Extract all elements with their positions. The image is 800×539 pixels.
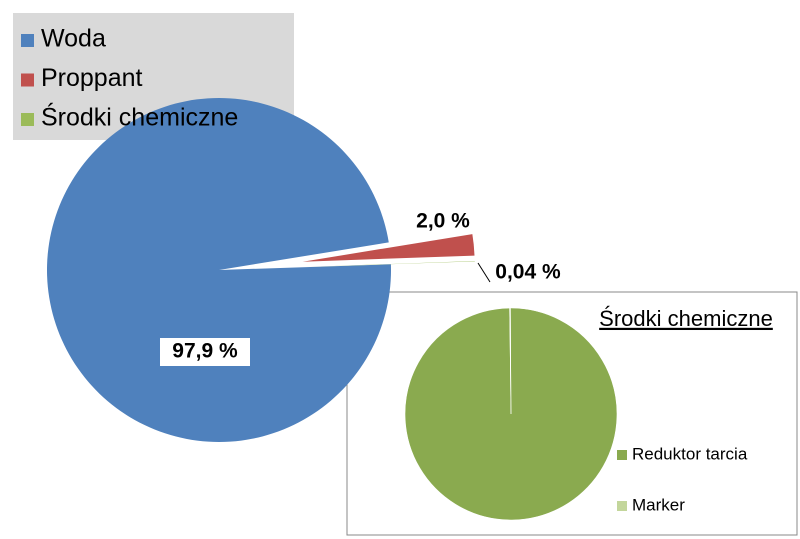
legend-label: Środki chemiczne: [41, 102, 238, 132]
pie-slice: [509, 307, 512, 415]
legend-swatch: [21, 73, 34, 87]
legend-swatch: [617, 450, 627, 460]
legend-label: Woda: [41, 25, 106, 53]
legend-label: Reduktor tarcia: [632, 444, 748, 463]
pie-slice: [302, 260, 475, 268]
inset-title: Środki chemiczne: [599, 306, 773, 331]
leader-line: [477, 262, 491, 283]
legend-swatch: [21, 113, 34, 126]
pie-slice: [302, 234, 475, 262]
legend-label: Marker: [632, 495, 685, 514]
label-bg: [160, 338, 250, 366]
pie-slice: [47, 98, 392, 443]
legend-label: Proppant: [41, 64, 143, 92]
legend-swatch: [21, 34, 34, 47]
data-label: 0,04 %: [495, 261, 561, 284]
data-label: 2,0 %: [416, 210, 470, 233]
data-label: 97,9 %: [172, 340, 238, 363]
legend-swatch: [617, 501, 627, 511]
